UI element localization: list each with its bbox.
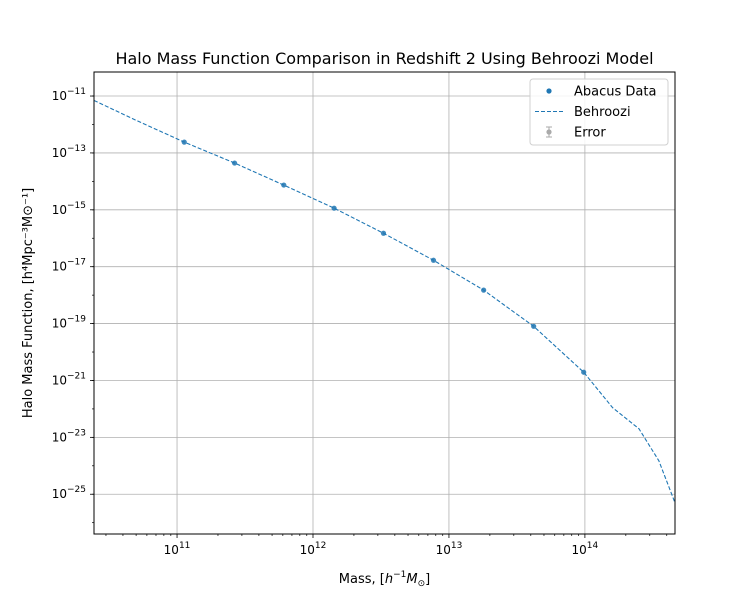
series-layer [94, 99, 675, 503]
y-tick-label: 10−25 [52, 485, 86, 501]
data-point [231, 160, 238, 166]
data-point [331, 205, 337, 211]
data-point [531, 323, 537, 329]
y-tick-label: 10−17 [52, 258, 86, 274]
y-tick-label: 10−21 [52, 371, 86, 387]
x-axis: 1011 1012 1013 1014 [105, 534, 668, 557]
y-tick-label: 10−23 [52, 428, 86, 444]
data-point [181, 139, 187, 145]
x-tick-label: 1014 [572, 541, 599, 557]
x-tick-label: 1013 [436, 541, 463, 557]
y-tick-label: 10−15 [52, 201, 86, 217]
y-tick-label: 10−19 [52, 315, 87, 331]
legend-label: Behroozi [574, 105, 631, 120]
y-axis-label: Halo Mass Function, [h⁴Mpc⁻³M⊙⁻¹] [21, 188, 36, 418]
legend-label: Error [574, 126, 606, 141]
data-point [481, 287, 487, 293]
chart-title: Halo Mass Function Comparison in Redshif… [115, 49, 653, 68]
legend-marker-errorpoint [546, 129, 552, 135]
y-axis: 10−11 10−13 10−15 10−17 10−19 10−21 10−23 10−25 [52, 87, 94, 524]
data-point [281, 182, 287, 188]
y-tick-label: 10−13 [52, 144, 86, 160]
axes-frame [93, 71, 676, 535]
data-point [581, 369, 587, 375]
y-tick-label: 10−11 [52, 87, 86, 103]
data-point [430, 257, 437, 263]
x-tick-label: 1011 [164, 541, 191, 557]
legend-marker-points [546, 88, 552, 94]
grid [94, 72, 675, 534]
x-axis-label: Mass, [h−1M⊙] [339, 570, 430, 589]
behroozi-line [94, 99, 675, 503]
legend-label: Abacus Data [574, 85, 656, 100]
legend-box [529, 78, 669, 146]
data-point [380, 230, 387, 236]
legend: Abacus Data Behroozi Error [529, 78, 669, 146]
x-tick-label: 1012 [300, 541, 327, 557]
